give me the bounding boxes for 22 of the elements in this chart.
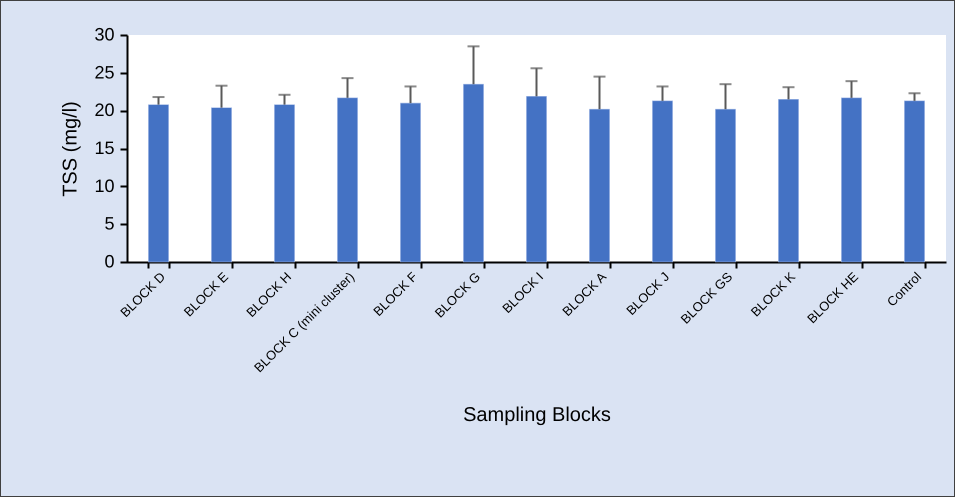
bar	[778, 99, 799, 262]
y-tick-label: 0	[104, 252, 114, 272]
bar	[526, 96, 547, 262]
y-tick-label: 20	[94, 100, 114, 120]
bar	[337, 98, 358, 262]
y-tick-label: 15	[94, 138, 114, 158]
x-axis-title: Sampling Blocks	[463, 404, 611, 426]
y-tick-label: 5	[104, 214, 114, 234]
bar	[211, 107, 232, 262]
bar	[463, 84, 484, 262]
bar	[148, 104, 169, 262]
y-axis-title: TSS (mg/l)	[59, 101, 82, 197]
bar	[715, 108, 736, 262]
y-tick-label: 25	[94, 62, 114, 82]
bar	[841, 98, 862, 262]
bar	[904, 100, 925, 262]
bar	[274, 104, 295, 262]
y-tick-label: 30	[94, 24, 114, 44]
bar	[400, 102, 421, 262]
bar	[589, 108, 610, 262]
y-tick-label: 10	[94, 176, 114, 196]
bar	[652, 100, 673, 262]
